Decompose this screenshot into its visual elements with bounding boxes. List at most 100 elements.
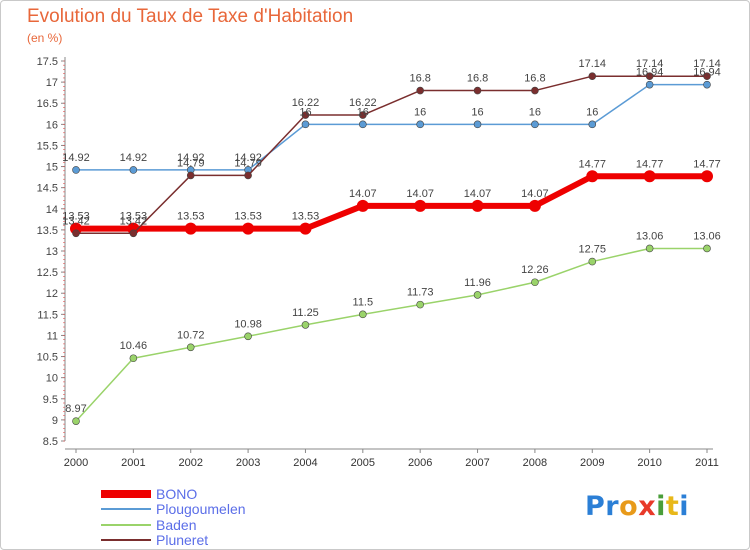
data-label: 16	[586, 106, 598, 118]
data-label: 13.42	[120, 215, 148, 227]
x-tick-label: 2000	[64, 457, 88, 469]
series-line-plougoumelen	[76, 83, 707, 171]
y-tick-label: 12.5	[37, 267, 58, 279]
y-tick-label: 15	[46, 162, 58, 174]
data-point	[471, 199, 484, 212]
data-point	[414, 199, 427, 212]
legend-label: Baden	[156, 517, 196, 533]
x-tick-label: 2005	[351, 457, 375, 469]
y-tick-label: 11.5	[37, 309, 58, 321]
data-point	[129, 166, 138, 174]
series-line-baden	[75, 247, 707, 422]
y-tick-label: 9.5	[43, 394, 58, 406]
data-point	[242, 222, 255, 235]
logo-letter: o	[619, 491, 639, 522]
data-point	[301, 321, 310, 329]
data-label: 16.22	[292, 97, 320, 109]
data-label: 16	[299, 106, 311, 118]
data-point	[473, 86, 482, 95]
data-label: 13.06	[636, 230, 664, 242]
data-label: 13.53	[292, 211, 320, 223]
data-point	[356, 199, 369, 212]
data-label: 11.5	[353, 296, 374, 308]
y-tick-label: 13.5	[37, 225, 58, 237]
data-point	[701, 170, 713, 183]
data-point	[588, 257, 597, 266]
y-tick-label: 11	[47, 330, 58, 342]
x-tick-label: 2002	[178, 457, 202, 469]
data-label: 14.77	[693, 158, 721, 170]
x-tick-label: 2007	[465, 457, 489, 469]
x-tick-label: 2004	[293, 457, 317, 469]
data-label: 13.53	[62, 211, 90, 223]
data-label: 16	[414, 106, 426, 118]
data-label: 14.07	[406, 188, 434, 200]
x-tick-label: 2008	[523, 457, 547, 469]
y-tick-label: 17	[46, 77, 58, 89]
data-point	[416, 300, 424, 309]
data-point	[186, 171, 195, 180]
y-tick-label: 10	[46, 373, 58, 385]
series-line-pluneret	[76, 75, 707, 235]
x-tick-label: 2010	[637, 457, 661, 469]
y-tick-label: 12	[46, 288, 58, 300]
data-label: 14.79	[234, 157, 262, 169]
data-point	[72, 417, 80, 425]
axes: 8.5 9 9.5 10 10.5 11 11.5 12 12.5 13 13.5 14 14.5 15 1…	[37, 56, 719, 469]
y-tick-label: 16.5	[37, 98, 58, 110]
data-point	[129, 229, 138, 238]
data-point	[531, 120, 539, 129]
data-point	[643, 170, 656, 183]
x-tick-label: 2001	[121, 457, 145, 469]
data-point	[703, 80, 711, 89]
y-tick-label: 16	[46, 119, 58, 131]
data-label: 14.79	[177, 157, 205, 169]
data-point	[301, 111, 310, 119]
logo-letter: t	[665, 491, 680, 522]
data-point	[703, 72, 711, 80]
data-point	[416, 120, 424, 129]
y-tick-label: 14	[46, 204, 58, 216]
y-tick-label: 13	[46, 246, 58, 258]
x-tick-label: 2003	[236, 457, 260, 469]
data-label: 14.07	[464, 188, 492, 200]
data-point	[359, 111, 367, 119]
legend-label: Plougoumelen	[156, 501, 246, 517]
chart-title: Evolution du Taux de Taxe d'Habitation	[27, 6, 354, 27]
data-label: 16.8	[409, 73, 430, 85]
data-point	[531, 86, 539, 95]
data-point	[301, 120, 310, 129]
data-point	[528, 199, 541, 212]
unit-label: (en %)	[27, 31, 63, 45]
logo-letter: i	[679, 491, 690, 522]
data-point	[184, 222, 197, 235]
data-label: 16	[357, 106, 369, 118]
data-point	[72, 166, 80, 174]
logo-letter: r	[605, 491, 620, 522]
data-label: 13.53	[120, 211, 148, 223]
data-labels: 13.53 13.53 13.53 13.53 13.53 14.07 14.07 14.07…	[62, 58, 721, 415]
data-point	[299, 222, 312, 235]
series-line-bono	[76, 173, 707, 232]
series-lines	[70, 72, 713, 425]
x-tick-label: 2006	[408, 457, 432, 469]
data-point	[129, 354, 138, 363]
data-label: 14.92	[177, 152, 205, 164]
data-label: 16.8	[467, 73, 488, 85]
data-label: 14.77	[579, 158, 607, 170]
data-label: 11.25	[292, 307, 319, 319]
data-label: 14.92	[120, 152, 148, 164]
data-point	[703, 244, 711, 253]
data-label: 16.22	[349, 97, 377, 109]
y-tick-label: 15.5	[37, 140, 58, 152]
data-label: 17.14	[579, 58, 607, 70]
data-point	[244, 171, 252, 180]
data-label: 10.72	[177, 329, 205, 341]
data-point	[359, 310, 367, 319]
data-label: 11.96	[464, 277, 491, 289]
data-point	[645, 80, 654, 89]
logo-letter: i	[656, 491, 666, 522]
logo-letter: x	[638, 491, 657, 522]
